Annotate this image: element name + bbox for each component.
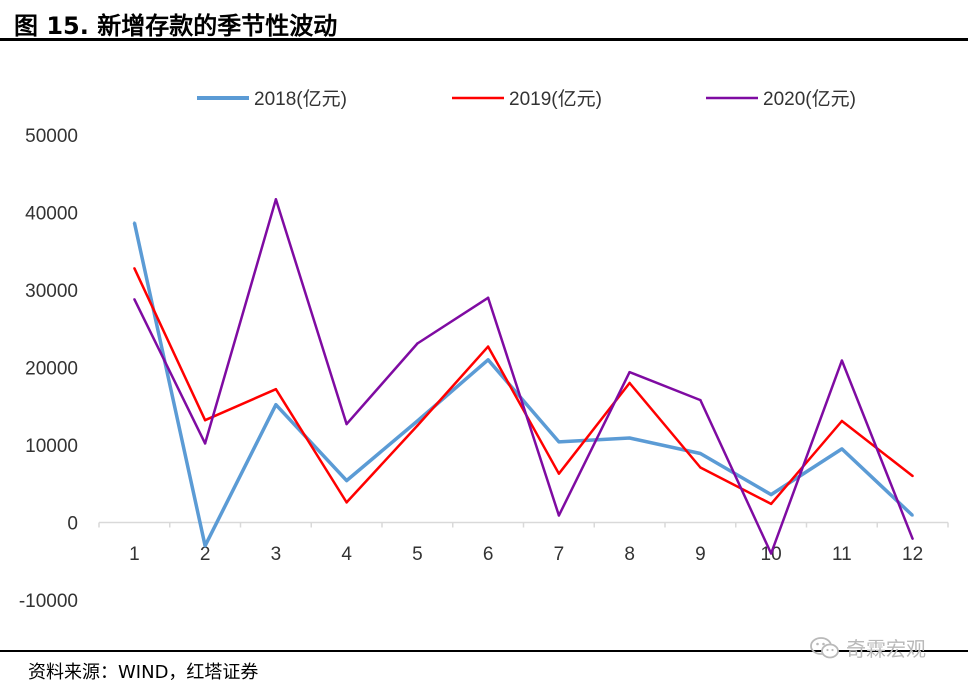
data-point bbox=[345, 479, 348, 482]
top-rule bbox=[0, 38, 968, 41]
legend-label-1: 2018(亿元) bbox=[254, 88, 347, 110]
x-tick-label: 7 bbox=[554, 544, 565, 565]
data-point bbox=[911, 514, 914, 517]
data-point bbox=[840, 447, 844, 451]
series-line-2 bbox=[133, 267, 914, 506]
data-point bbox=[769, 552, 773, 555]
source-note: 资料来源：WIND，红塔证券 bbox=[28, 662, 259, 683]
data-point bbox=[203, 419, 207, 422]
y-tick-label: 40000 bbox=[25, 204, 78, 225]
data-point bbox=[486, 358, 490, 361]
data-point bbox=[133, 267, 136, 270]
x-tick-label: 12 bbox=[902, 544, 923, 565]
data-point bbox=[628, 370, 631, 374]
data-point bbox=[699, 398, 702, 402]
data-point bbox=[840, 359, 844, 362]
data-point bbox=[416, 419, 419, 423]
x-tick-label: 11 bbox=[832, 544, 852, 565]
legend-label-2: 2019(亿元) bbox=[509, 88, 602, 110]
legend-label-3: 2020(亿元) bbox=[763, 88, 856, 110]
data-point bbox=[133, 221, 136, 224]
series-line-3 bbox=[133, 198, 914, 555]
x-axis: 1 2 3 4 5 6 7 8 9 10 11 12 bbox=[98, 521, 949, 565]
data-point bbox=[557, 472, 561, 475]
y-tick-label: -10000 bbox=[19, 591, 78, 612]
y-tick-label: 0 bbox=[67, 514, 78, 535]
x-tick-label: 4 bbox=[341, 544, 352, 565]
y-tick-label: 50000 bbox=[25, 126, 78, 147]
x-tick-label: 9 bbox=[695, 544, 706, 565]
y-axis: -10000 0 10000 20000 30000 40000 50000 bbox=[19, 126, 78, 612]
data-point bbox=[416, 342, 419, 345]
figure-title: 图 15. 新增存款的季节性波动 bbox=[14, 12, 338, 40]
series-line-1 bbox=[132, 222, 914, 548]
data-point bbox=[203, 544, 207, 547]
x-tick-label: 6 bbox=[483, 544, 494, 565]
data-point bbox=[557, 514, 561, 517]
x-tick-label: 8 bbox=[624, 544, 635, 565]
series-lines bbox=[132, 198, 914, 555]
data-point bbox=[769, 493, 773, 496]
data-point bbox=[840, 419, 844, 423]
data-point bbox=[628, 381, 631, 385]
data-point bbox=[274, 388, 278, 391]
data-point bbox=[345, 501, 348, 504]
y-tick-label: 30000 bbox=[25, 281, 78, 302]
wechat-icon bbox=[810, 636, 839, 658]
x-tick-label: 1 bbox=[129, 544, 140, 565]
x-tick-label: 2 bbox=[200, 544, 211, 565]
data-point bbox=[486, 296, 490, 299]
data-point bbox=[699, 452, 702, 455]
data-point bbox=[345, 422, 348, 426]
watermark-text: 奇霖宏观 bbox=[846, 637, 926, 661]
data-point bbox=[486, 345, 490, 348]
data-point bbox=[274, 198, 278, 201]
data-point bbox=[628, 436, 631, 440]
bottom-rule bbox=[0, 650, 968, 652]
data-point bbox=[911, 474, 914, 478]
y-tick-label: 20000 bbox=[25, 359, 78, 380]
watermark: 奇霖宏观 bbox=[810, 633, 926, 662]
data-point bbox=[274, 403, 278, 406]
data-point bbox=[769, 502, 773, 506]
data-point bbox=[911, 537, 914, 540]
seasonal-deposit-line-chart: 2018(亿元) 2019(亿元) 2020(亿元) -10000 0 10000 200… bbox=[19, 88, 949, 612]
data-point bbox=[416, 424, 419, 427]
data-point bbox=[557, 440, 561, 444]
data-point bbox=[133, 298, 136, 301]
chart-legend: 2018(亿元) 2019(亿元) 2020(亿元) bbox=[197, 88, 856, 110]
x-tick-label: 3 bbox=[271, 544, 282, 565]
x-tick-label: 5 bbox=[412, 544, 423, 565]
y-tick-label: 10000 bbox=[25, 436, 78, 457]
data-point bbox=[699, 466, 702, 469]
data-point bbox=[203, 442, 207, 445]
